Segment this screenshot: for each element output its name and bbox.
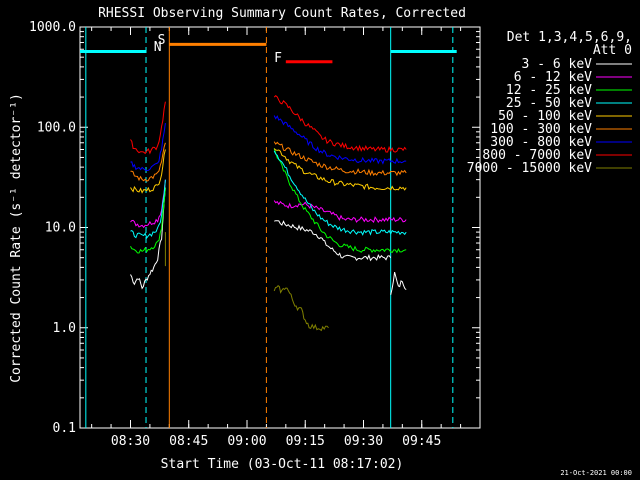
bar-label: F [274,51,282,66]
bar-label: S [158,33,166,48]
series-6-12keV [130,179,407,229]
series-800-7000keV [130,95,407,155]
x-tick-label: 08:45 [169,434,208,449]
x-axis-label: Start Time (03-Oct-11 08:17:02) [161,457,404,472]
series-3-6keV [130,187,407,295]
series-line [130,179,166,229]
series-25-50keV [130,150,407,239]
legend-label: 300 - 800 keV [490,135,592,150]
series-line [273,200,407,224]
x-tick-label: 09:00 [227,434,266,449]
series-line [273,141,407,177]
series-line [273,95,407,153]
series-line [130,123,166,172]
series-100-300keV [130,141,407,182]
series-line [274,220,392,262]
series-line [273,285,329,332]
y-tick-label: 1.0 [53,321,76,336]
legend-label: 7000 - 15000 keV [467,161,592,176]
series-line [273,148,407,254]
y-tick-label: 10.0 [45,221,76,236]
series-line [273,148,407,191]
legend-label: 3 - 6 keV [522,57,593,72]
series-line [130,187,166,254]
legend-header: Det 1,3,4,5,6,9, [507,30,632,45]
x-tick-label: 09:30 [344,434,383,449]
series-line [130,101,166,155]
bar-label: N [154,40,162,55]
series-50-100keV [130,148,407,194]
y-tick-label: 1000.0 [29,20,76,35]
legend-label: 100 - 300 keV [490,122,592,137]
legend-label: 800 - 7000 keV [482,148,592,163]
plot-frame [79,26,481,429]
x-tick-label: 09:15 [286,434,325,449]
legend-label: 6 - 12 keV [514,70,592,85]
legend-label: 25 - 50 keV [506,96,592,111]
series-7000-15000keV [164,232,329,332]
series-line [130,187,166,290]
series-line [130,142,166,182]
y-axis-label: Corrected Count Rate (s⁻¹ detector⁻¹) [9,93,24,383]
chart-title: RHESSI Observing Summary Count Rates, Co… [98,6,466,21]
series-line [273,150,407,236]
series-300-800keV [130,115,407,172]
legend-label: 12 - 25 keV [506,83,592,98]
x-tick-label: 09:45 [402,434,441,449]
series-line [390,271,407,295]
series-12-25keV [130,148,407,254]
y-tick-label: 0.1 [53,421,76,436]
series-line [130,179,166,239]
footer-date: 21-Oct-2021 00:00 [560,469,632,477]
x-tick-label: 08:30 [111,434,150,449]
legend-subheader: Att 0 [593,43,632,58]
series-line [130,149,166,194]
legend-label: 50 - 100 keV [498,109,592,124]
y-tick-label: 100.0 [37,120,76,135]
series-line [273,115,407,165]
